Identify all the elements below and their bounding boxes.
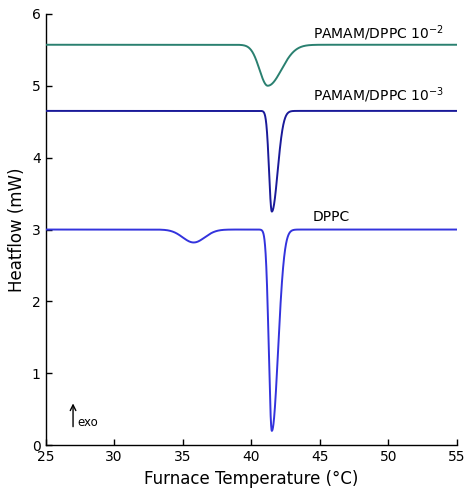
Text: DPPC: DPPC bbox=[313, 210, 350, 224]
X-axis label: Furnace Temperature (°C): Furnace Temperature (°C) bbox=[144, 470, 358, 488]
Y-axis label: Heatflow (mW): Heatflow (mW) bbox=[9, 167, 27, 292]
Text: exo: exo bbox=[78, 417, 99, 430]
Text: PAMAM/DPPC 10$^{-2}$: PAMAM/DPPC 10$^{-2}$ bbox=[313, 24, 444, 43]
Text: PAMAM/DPPC 10$^{-3}$: PAMAM/DPPC 10$^{-3}$ bbox=[313, 85, 444, 105]
